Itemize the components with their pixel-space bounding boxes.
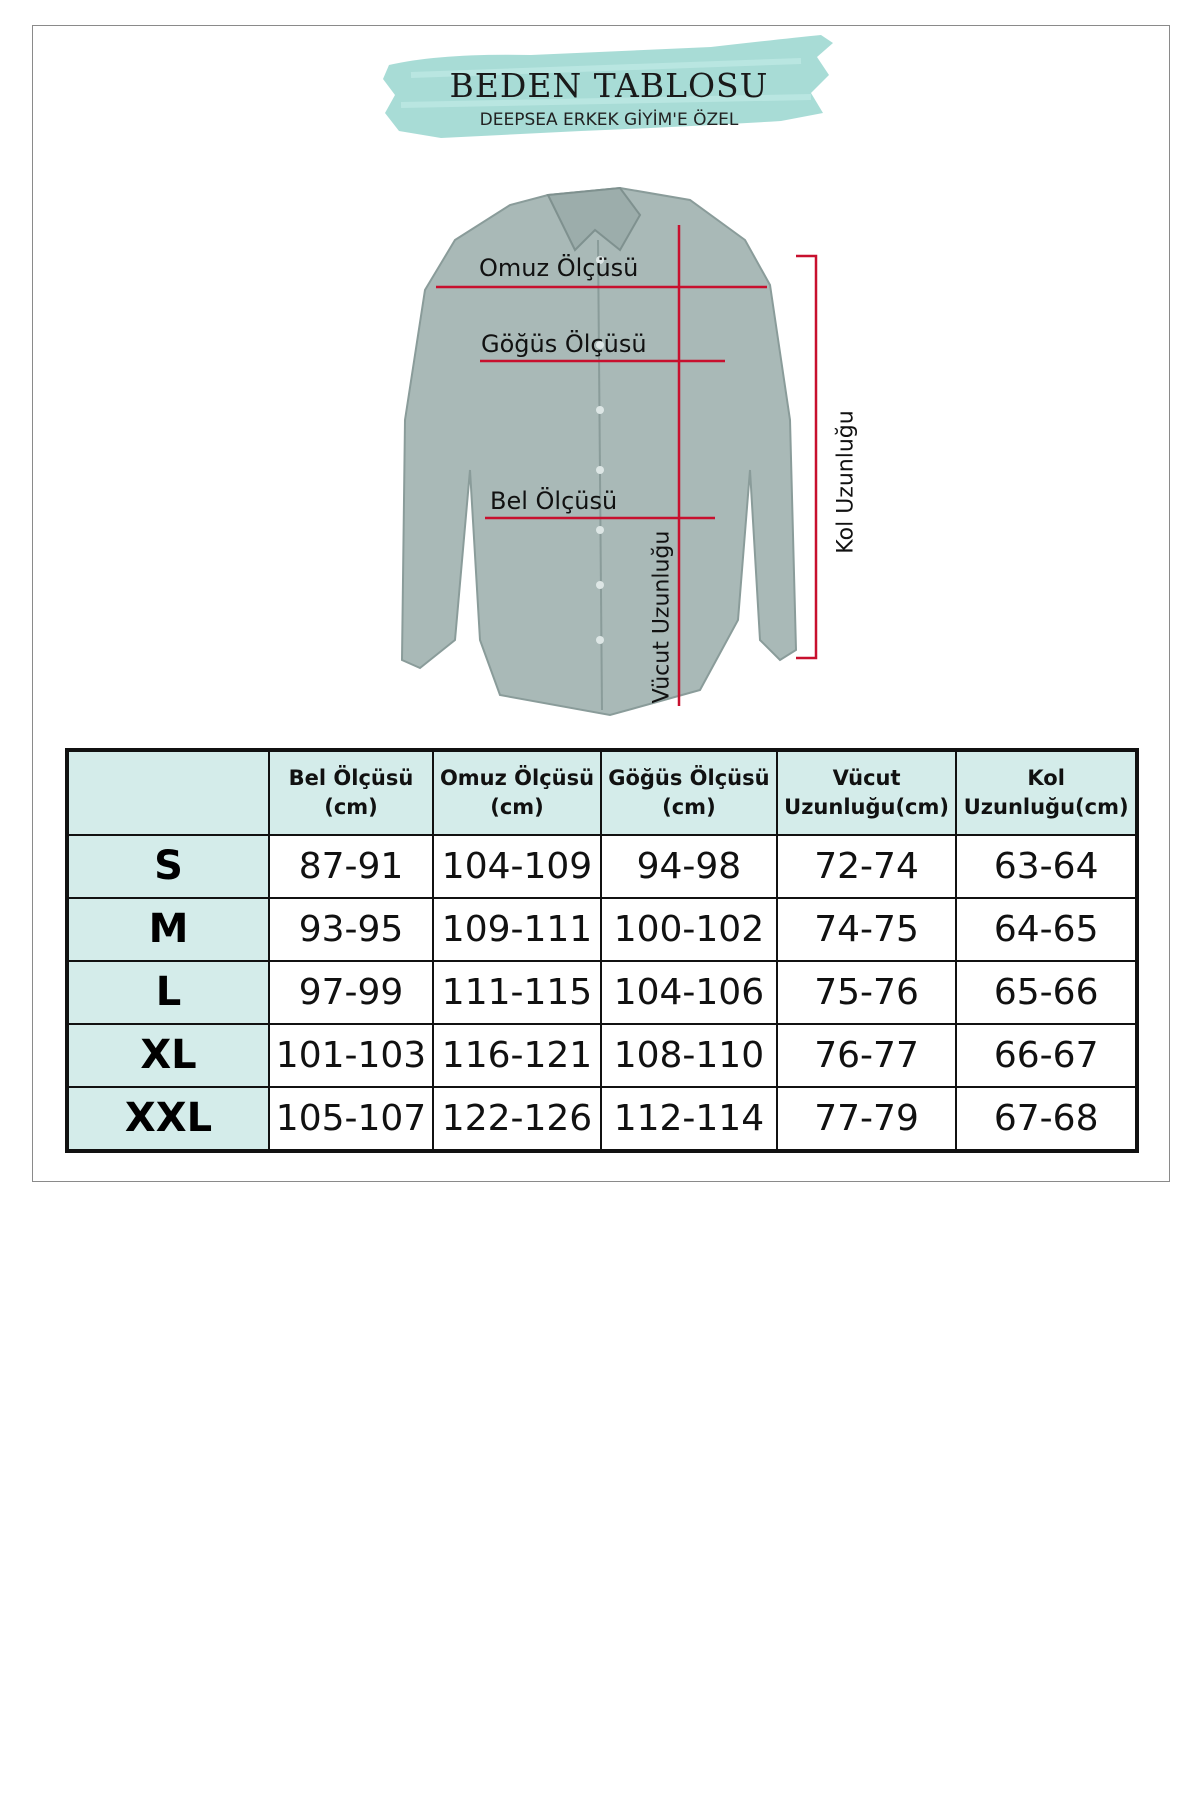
value-cell: 116-121 <box>432 1022 603 1088</box>
chest-label: Göğüs Ölçüsü <box>481 330 647 358</box>
value-cell: 63-64 <box>955 834 1138 899</box>
table-header-row: Bel Ölçüsü (cm) Omuz Ölçüsü (cm) Göğüs Ölç… <box>66 749 1138 836</box>
value-cell: 87-91 <box>267 834 435 899</box>
value-cell: 94-98 <box>600 834 778 899</box>
value-cell: 97-99 <box>267 959 435 1025</box>
header-sleeve-length: Kol Uzunluğu(cm) <box>955 749 1138 836</box>
shirt-illustration <box>400 186 818 717</box>
size-cell: S <box>66 834 270 899</box>
header-body-length: Vücut Uzunluğu(cm) <box>775 749 958 836</box>
value-cell: 109-111 <box>432 896 603 962</box>
value-cell: 66-67 <box>955 1022 1138 1088</box>
sleeve-length-label: Kol Uzunluğu <box>833 410 859 554</box>
header-chest: Göğüs Ölçüsü (cm) <box>600 749 778 836</box>
size-cell: XXL <box>66 1085 270 1153</box>
value-cell: 111-115 <box>432 959 603 1025</box>
page-subtitle: DEEPSEA ERKEK GİYİM'E ÖZEL <box>479 110 739 130</box>
value-cell: 93-95 <box>267 896 435 962</box>
value-cell: 104-109 <box>432 834 603 899</box>
value-cell: 104-106 <box>600 959 778 1025</box>
shoulder-label: Omuz Ölçüsü <box>479 254 639 282</box>
value-cell: 65-66 <box>955 959 1138 1025</box>
size-cell: L <box>66 959 270 1025</box>
value-cell: 74-75 <box>775 896 958 962</box>
value-cell: 75-76 <box>775 959 958 1025</box>
header-waist: Bel Ölçüsü (cm) <box>267 749 435 836</box>
table-row: L 97-99 111-115 104-106 75-76 65-66 <box>66 959 1138 1025</box>
page-title: BEDEN TABLOSU <box>449 66 769 105</box>
sleeve-length-bracket <box>796 254 818 660</box>
table-row: M 93-95 109-111 100-102 74-75 64-65 <box>66 896 1138 962</box>
value-cell: 108-110 <box>600 1022 778 1088</box>
size-table: Bel Ölçüsü (cm) Omuz Ölçüsü (cm) Göğüs Ölç… <box>65 748 1139 1153</box>
shirt-collar <box>546 186 642 252</box>
brush-stroke-banner <box>383 35 833 138</box>
value-cell: 100-102 <box>600 896 778 962</box>
value-cell: 77-79 <box>775 1085 958 1153</box>
size-cell: M <box>66 896 270 962</box>
value-cell: 76-77 <box>775 1022 958 1088</box>
value-cell: 72-74 <box>775 834 958 899</box>
page-frame <box>32 25 1170 1182</box>
value-cell: 67-68 <box>955 1085 1138 1153</box>
body-length-label: Vücut Uzunluğu <box>649 530 675 704</box>
size-cell: XL <box>66 1022 270 1088</box>
waist-label: Bel Ölçüsü <box>490 487 618 515</box>
value-cell: 64-65 <box>955 896 1138 962</box>
header-shoulder: Omuz Ölçüsü (cm) <box>432 749 603 836</box>
table-row: XL 101-103 116-121 108-110 76-77 66-67 <box>66 1022 1138 1088</box>
table-row: S 87-91 104-109 94-98 72-74 63-64 <box>66 834 1138 899</box>
value-cell: 105-107 <box>267 1085 435 1153</box>
header-corner <box>66 749 270 836</box>
value-cell: 122-126 <box>432 1085 603 1153</box>
table-row: XXL 105-107 122-126 112-114 77-79 67-68 <box>66 1085 1138 1153</box>
value-cell: 112-114 <box>600 1085 778 1153</box>
value-cell: 101-103 <box>267 1022 435 1088</box>
